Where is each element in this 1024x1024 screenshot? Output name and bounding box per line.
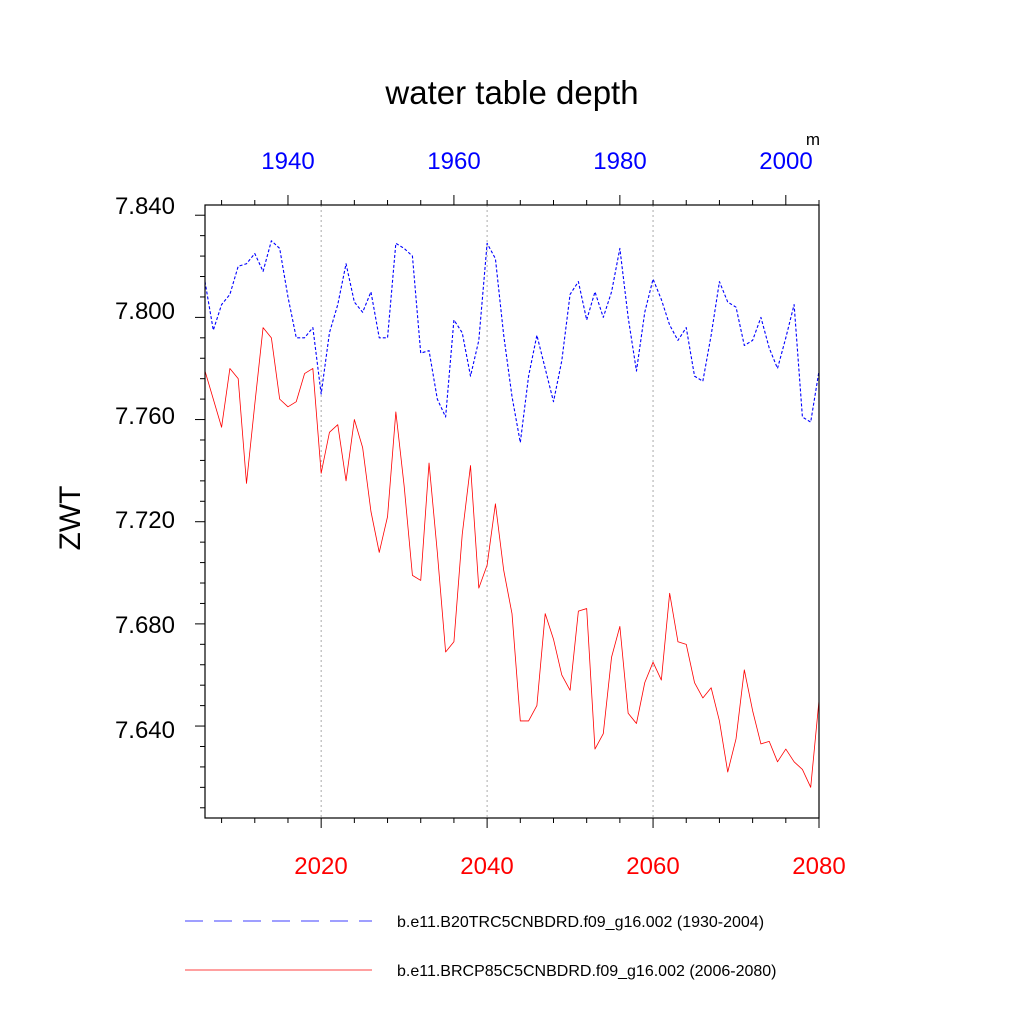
y-tick-label: 7.720: [115, 507, 175, 534]
y-tick-label: 7.640: [115, 717, 175, 744]
bottom-tick-label: 2060: [626, 853, 679, 880]
y-tick-labels: 7.840 7.800 7.760 7.720 7.680 7.640: [115, 193, 175, 744]
y-tick-label: 7.760: [115, 403, 175, 430]
series-line-historical: [204, 240, 820, 444]
bottom-tick-label: 2020: [294, 853, 347, 880]
chart-title: water table depth: [384, 74, 638, 111]
y-axis-label: ZWT: [54, 486, 87, 551]
top-tick-label: 1940: [261, 148, 314, 175]
y-tick-label: 7.800: [115, 298, 175, 325]
top-tick-label: 2000: [759, 148, 812, 175]
units-label: m: [806, 130, 820, 149]
y-tick-label: 7.680: [115, 612, 175, 639]
bottom-tick-label: 2080: [792, 853, 845, 880]
legend-label-historical: b.e11.B20TRC5CNBDRD.f09_g16.002 (1930-20…: [397, 914, 764, 931]
plot-frame: [204, 204, 820, 819]
legend: b.e11.B20TRC5CNBDRD.f09_g16.002 (1930-20…: [185, 914, 776, 980]
grid-lines: [320, 205, 654, 818]
top-tick-labels: 1940 1960 1980 2000: [261, 148, 812, 175]
bottom-tick-label: 2040: [460, 853, 513, 880]
bottom-tick-labels: 2020 2040 2060 2080: [294, 853, 845, 880]
series-line-projection: [204, 327, 820, 788]
top-tick-label: 1960: [427, 148, 480, 175]
minor-ticks: [195, 195, 820, 828]
top-tick-label: 1980: [593, 148, 646, 175]
series-layer: [204, 240, 820, 788]
legend-label-projection: b.e11.BRCP85C5CNBDRD.f09_g16.002 (2006-2…: [397, 963, 776, 980]
y-tick-label: 7.840: [115, 193, 175, 220]
